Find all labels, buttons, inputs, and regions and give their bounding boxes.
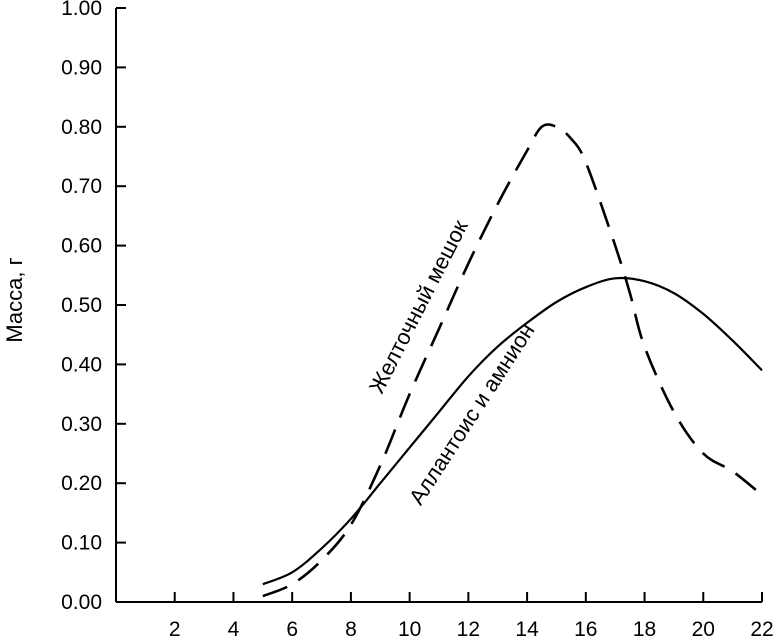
series-line-allantois-amnion — [262, 276, 763, 586]
tick-labels: 0.00 0.10 0.20 0.30 0.40 0.50 0.60 0.70 0.80 0.90… — [61, 0, 774, 640]
y-tick-label: 0.10 — [61, 532, 102, 555]
series-label-allantois-amnion: Аллантоис и амнион — [404, 319, 540, 509]
y-tick-label: 0.70 — [61, 175, 102, 198]
tick-marks — [116, 7, 763, 603]
x-tick-label: 22 — [750, 618, 773, 640]
x-tick-label: 6 — [286, 618, 298, 640]
y-tick-label: 0.40 — [61, 353, 102, 376]
y-tick-label: 1.00 — [61, 0, 102, 20]
y-tick-label: 0.90 — [61, 56, 102, 79]
y-tick-label: 0.30 — [61, 413, 102, 436]
x-tick-label: 10 — [398, 618, 421, 640]
x-tick-label: 18 — [633, 618, 656, 640]
axes — [115, 8, 762, 603]
y-axis-label: Масса, г — [2, 257, 27, 342]
y-tick-label: 0.80 — [61, 116, 102, 139]
curves — [262, 123, 763, 598]
x-tick-label: 4 — [228, 618, 240, 640]
y-tick-label: 0.60 — [61, 235, 102, 258]
x-tick-label: 12 — [457, 618, 480, 640]
x-tick-label: 2 — [169, 618, 181, 640]
x-tick-label: 16 — [574, 618, 597, 640]
series-label-yolk-sac: Желточный мешок — [364, 216, 473, 398]
x-tick-label: 20 — [692, 618, 715, 640]
y-tick-label: 0.00 — [61, 591, 102, 614]
x-tick-label: 14 — [515, 618, 539, 640]
x-tick-label: 8 — [345, 618, 357, 640]
series-line-yolk-sac — [262, 123, 763, 598]
y-tick-label: 0.20 — [61, 472, 102, 495]
y-tick-label: 0.50 — [61, 294, 102, 317]
